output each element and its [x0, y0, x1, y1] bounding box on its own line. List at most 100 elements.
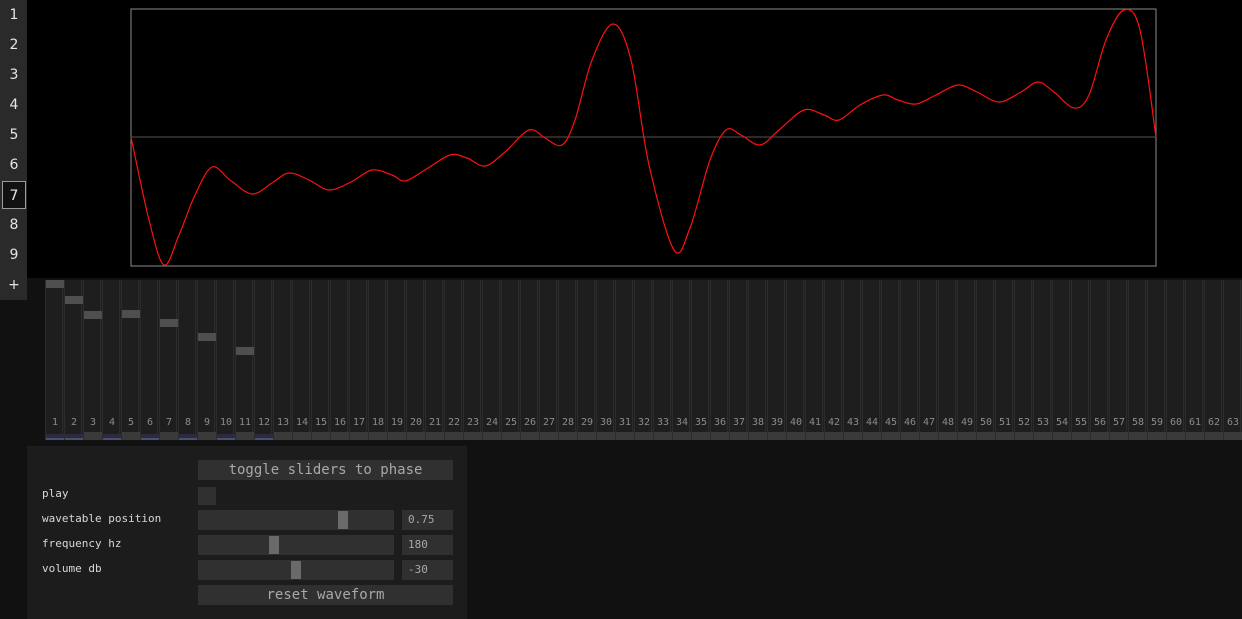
harmonic-handle[interactable] [198, 333, 216, 341]
harmonic-slider-15[interactable]: 15 [311, 280, 330, 440]
harmonic-slider-56[interactable]: 56 [1090, 280, 1109, 440]
wavetable-position-value[interactable]: 0.75 [402, 510, 453, 530]
harmonic-handle[interactable] [236, 347, 254, 355]
harmonic-number: 30 [599, 417, 613, 428]
harmonic-slider-33[interactable]: 33 [653, 280, 672, 440]
harmonic-handle[interactable] [84, 311, 102, 319]
harmonic-slider-1[interactable]: 1 [45, 280, 64, 440]
harmonic-slider-8[interactable]: 8 [178, 280, 197, 440]
harmonic-slider-51[interactable]: 51 [995, 280, 1014, 440]
harmonic-slider-59[interactable]: 59 [1147, 280, 1166, 440]
harmonic-slider-12[interactable]: 12 [254, 280, 273, 440]
harmonic-slider-5[interactable]: 5 [121, 280, 140, 440]
harmonic-slider-55[interactable]: 55 [1071, 280, 1090, 440]
harmonic-slider-17[interactable]: 17 [349, 280, 368, 440]
tab-9[interactable]: 9 [9, 247, 19, 263]
harmonic-slider-31[interactable]: 31 [615, 280, 634, 440]
harmonic-slider-43[interactable]: 43 [843, 280, 862, 440]
harmonic-handle[interactable] [65, 296, 83, 304]
tab-1[interactable]: 1 [9, 7, 19, 23]
harmonic-slider-39[interactable]: 39 [767, 280, 786, 440]
harmonic-number: 31 [618, 417, 632, 428]
volume-slider[interactable] [198, 560, 394, 580]
play-checkbox[interactable] [198, 487, 216, 505]
harmonic-slider-34[interactable]: 34 [672, 280, 691, 440]
harmonic-slider-19[interactable]: 19 [387, 280, 406, 440]
tab-4[interactable]: 4 [9, 97, 19, 113]
harmonic-handle[interactable] [46, 280, 64, 288]
harmonic-slider-9[interactable]: 9 [197, 280, 216, 440]
harmonic-slider-58[interactable]: 58 [1128, 280, 1147, 440]
harmonic-slider-50[interactable]: 50 [976, 280, 995, 440]
harmonic-slider-60[interactable]: 60 [1166, 280, 1185, 440]
slider-thumb[interactable] [269, 536, 279, 554]
harmonic-slider-20[interactable]: 20 [406, 280, 425, 440]
harmonic-slider-2[interactable]: 2 [64, 280, 83, 440]
harmonic-slider-46[interactable]: 46 [900, 280, 919, 440]
harmonic-phase-indicator [445, 432, 463, 440]
harmonic-slider-23[interactable]: 23 [463, 280, 482, 440]
harmonic-slider-3[interactable]: 3 [83, 280, 102, 440]
toggle-phase-button[interactable]: toggle sliders to phase [198, 460, 453, 480]
harmonic-slider-25[interactable]: 25 [501, 280, 520, 440]
slider-thumb[interactable] [338, 511, 348, 529]
tab-5[interactable]: 5 [9, 127, 19, 143]
harmonic-slider-26[interactable]: 26 [520, 280, 539, 440]
harmonic-slider-42[interactable]: 42 [824, 280, 843, 440]
harmonic-slider-36[interactable]: 36 [710, 280, 729, 440]
harmonic-slider-10[interactable]: 10 [216, 280, 235, 440]
harmonic-slider-63[interactable]: 63 [1223, 280, 1242, 440]
harmonic-slider-54[interactable]: 54 [1052, 280, 1071, 440]
harmonic-slider-44[interactable]: 44 [862, 280, 881, 440]
harmonic-slider-41[interactable]: 41 [805, 280, 824, 440]
tab-2[interactable]: 2 [9, 37, 19, 53]
harmonic-slider-61[interactable]: 61 [1185, 280, 1204, 440]
harmonic-slider-13[interactable]: 13 [273, 280, 292, 440]
harmonic-slider-11[interactable]: 11 [235, 280, 254, 440]
tab-7[interactable]: 7 [2, 181, 26, 209]
volume-value[interactable]: -30 [402, 560, 453, 580]
harmonic-slider-29[interactable]: 29 [577, 280, 596, 440]
harmonic-number: 23 [466, 417, 480, 428]
harmonic-slider-16[interactable]: 16 [330, 280, 349, 440]
harmonic-number: 63 [1226, 417, 1240, 428]
reset-waveform-button[interactable]: reset waveform [198, 585, 453, 605]
harmonic-slider-14[interactable]: 14 [292, 280, 311, 440]
harmonic-number: 45 [884, 417, 898, 428]
harmonic-slider-28[interactable]: 28 [558, 280, 577, 440]
wavetable-position-slider[interactable] [198, 510, 394, 530]
harmonic-slider-32[interactable]: 32 [634, 280, 653, 440]
harmonic-handle[interactable] [160, 319, 178, 327]
harmonic-number: 58 [1131, 417, 1145, 428]
harmonic-slider-7[interactable]: 7 [159, 280, 178, 440]
harmonic-slider-48[interactable]: 48 [938, 280, 957, 440]
tab-8[interactable]: 8 [9, 217, 19, 233]
harmonic-slider-21[interactable]: 21 [425, 280, 444, 440]
harmonic-handle[interactable] [122, 310, 140, 318]
harmonic-slider-52[interactable]: 52 [1014, 280, 1033, 440]
harmonic-slider-49[interactable]: 49 [957, 280, 976, 440]
tab-6[interactable]: 6 [9, 157, 19, 173]
harmonic-slider-47[interactable]: 47 [919, 280, 938, 440]
harmonic-phase-indicator [274, 432, 292, 440]
harmonic-slider-37[interactable]: 37 [729, 280, 748, 440]
harmonic-slider-40[interactable]: 40 [786, 280, 805, 440]
harmonic-slider-38[interactable]: 38 [748, 280, 767, 440]
harmonic-slider-24[interactable]: 24 [482, 280, 501, 440]
slider-thumb[interactable] [291, 561, 301, 579]
harmonic-slider-22[interactable]: 22 [444, 280, 463, 440]
harmonic-slider-30[interactable]: 30 [596, 280, 615, 440]
harmonic-slider-27[interactable]: 27 [539, 280, 558, 440]
add-tab-button[interactable]: + [8, 277, 20, 293]
harmonic-slider-45[interactable]: 45 [881, 280, 900, 440]
harmonic-slider-53[interactable]: 53 [1033, 280, 1052, 440]
frequency-slider[interactable] [198, 535, 394, 555]
harmonic-slider-6[interactable]: 6 [140, 280, 159, 440]
harmonic-slider-62[interactable]: 62 [1204, 280, 1223, 440]
harmonic-slider-18[interactable]: 18 [368, 280, 387, 440]
frequency-value[interactable]: 180 [402, 535, 453, 555]
harmonic-slider-4[interactable]: 4 [102, 280, 121, 440]
harmonic-slider-35[interactable]: 35 [691, 280, 710, 440]
tab-3[interactable]: 3 [9, 67, 19, 83]
harmonic-slider-57[interactable]: 57 [1109, 280, 1128, 440]
